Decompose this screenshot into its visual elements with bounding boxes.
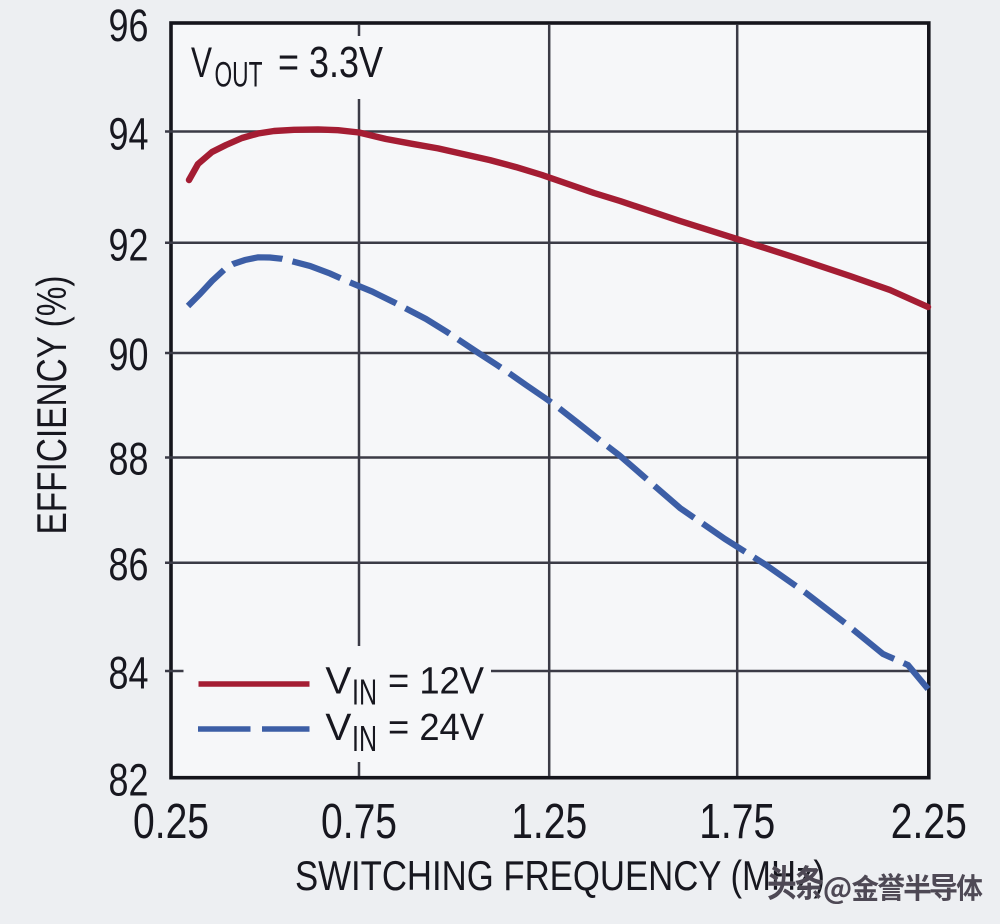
svg-text:IN: IN — [352, 718, 377, 759]
svg-text:88: 88 — [109, 434, 149, 485]
svg-text:86: 86 — [109, 539, 149, 590]
svg-text:V: V — [325, 707, 352, 749]
svg-text:IN: IN — [352, 672, 377, 713]
svg-text:84: 84 — [109, 647, 149, 698]
svg-text:0.25: 0.25 — [133, 795, 209, 849]
svg-text:= 24V: = 24V — [388, 707, 485, 749]
svg-text:V: V — [325, 661, 352, 703]
svg-text:= 12V: = 12V — [388, 661, 485, 703]
svg-text:EFFICIENCY (%): EFFICIENCY (%) — [28, 276, 75, 535]
svg-text:2.25: 2.25 — [891, 795, 967, 849]
svg-text:OUT: OUT — [215, 56, 263, 95]
svg-text:90: 90 — [109, 329, 149, 380]
svg-text:96: 96 — [109, 0, 149, 51]
svg-text:92: 92 — [109, 220, 149, 271]
svg-text:1.25: 1.25 — [511, 795, 587, 849]
svg-text:0.75: 0.75 — [321, 795, 397, 849]
svg-text:82: 82 — [109, 755, 149, 806]
svg-text:= 3.3V: = 3.3V — [278, 38, 384, 87]
svg-text:94: 94 — [109, 108, 149, 159]
svg-text:1.75: 1.75 — [699, 795, 775, 849]
svg-text:V: V — [191, 39, 212, 87]
svg-text:SWITCHING FREQUENCY (MHz): SWITCHING FREQUENCY (MHz) — [295, 852, 825, 899]
